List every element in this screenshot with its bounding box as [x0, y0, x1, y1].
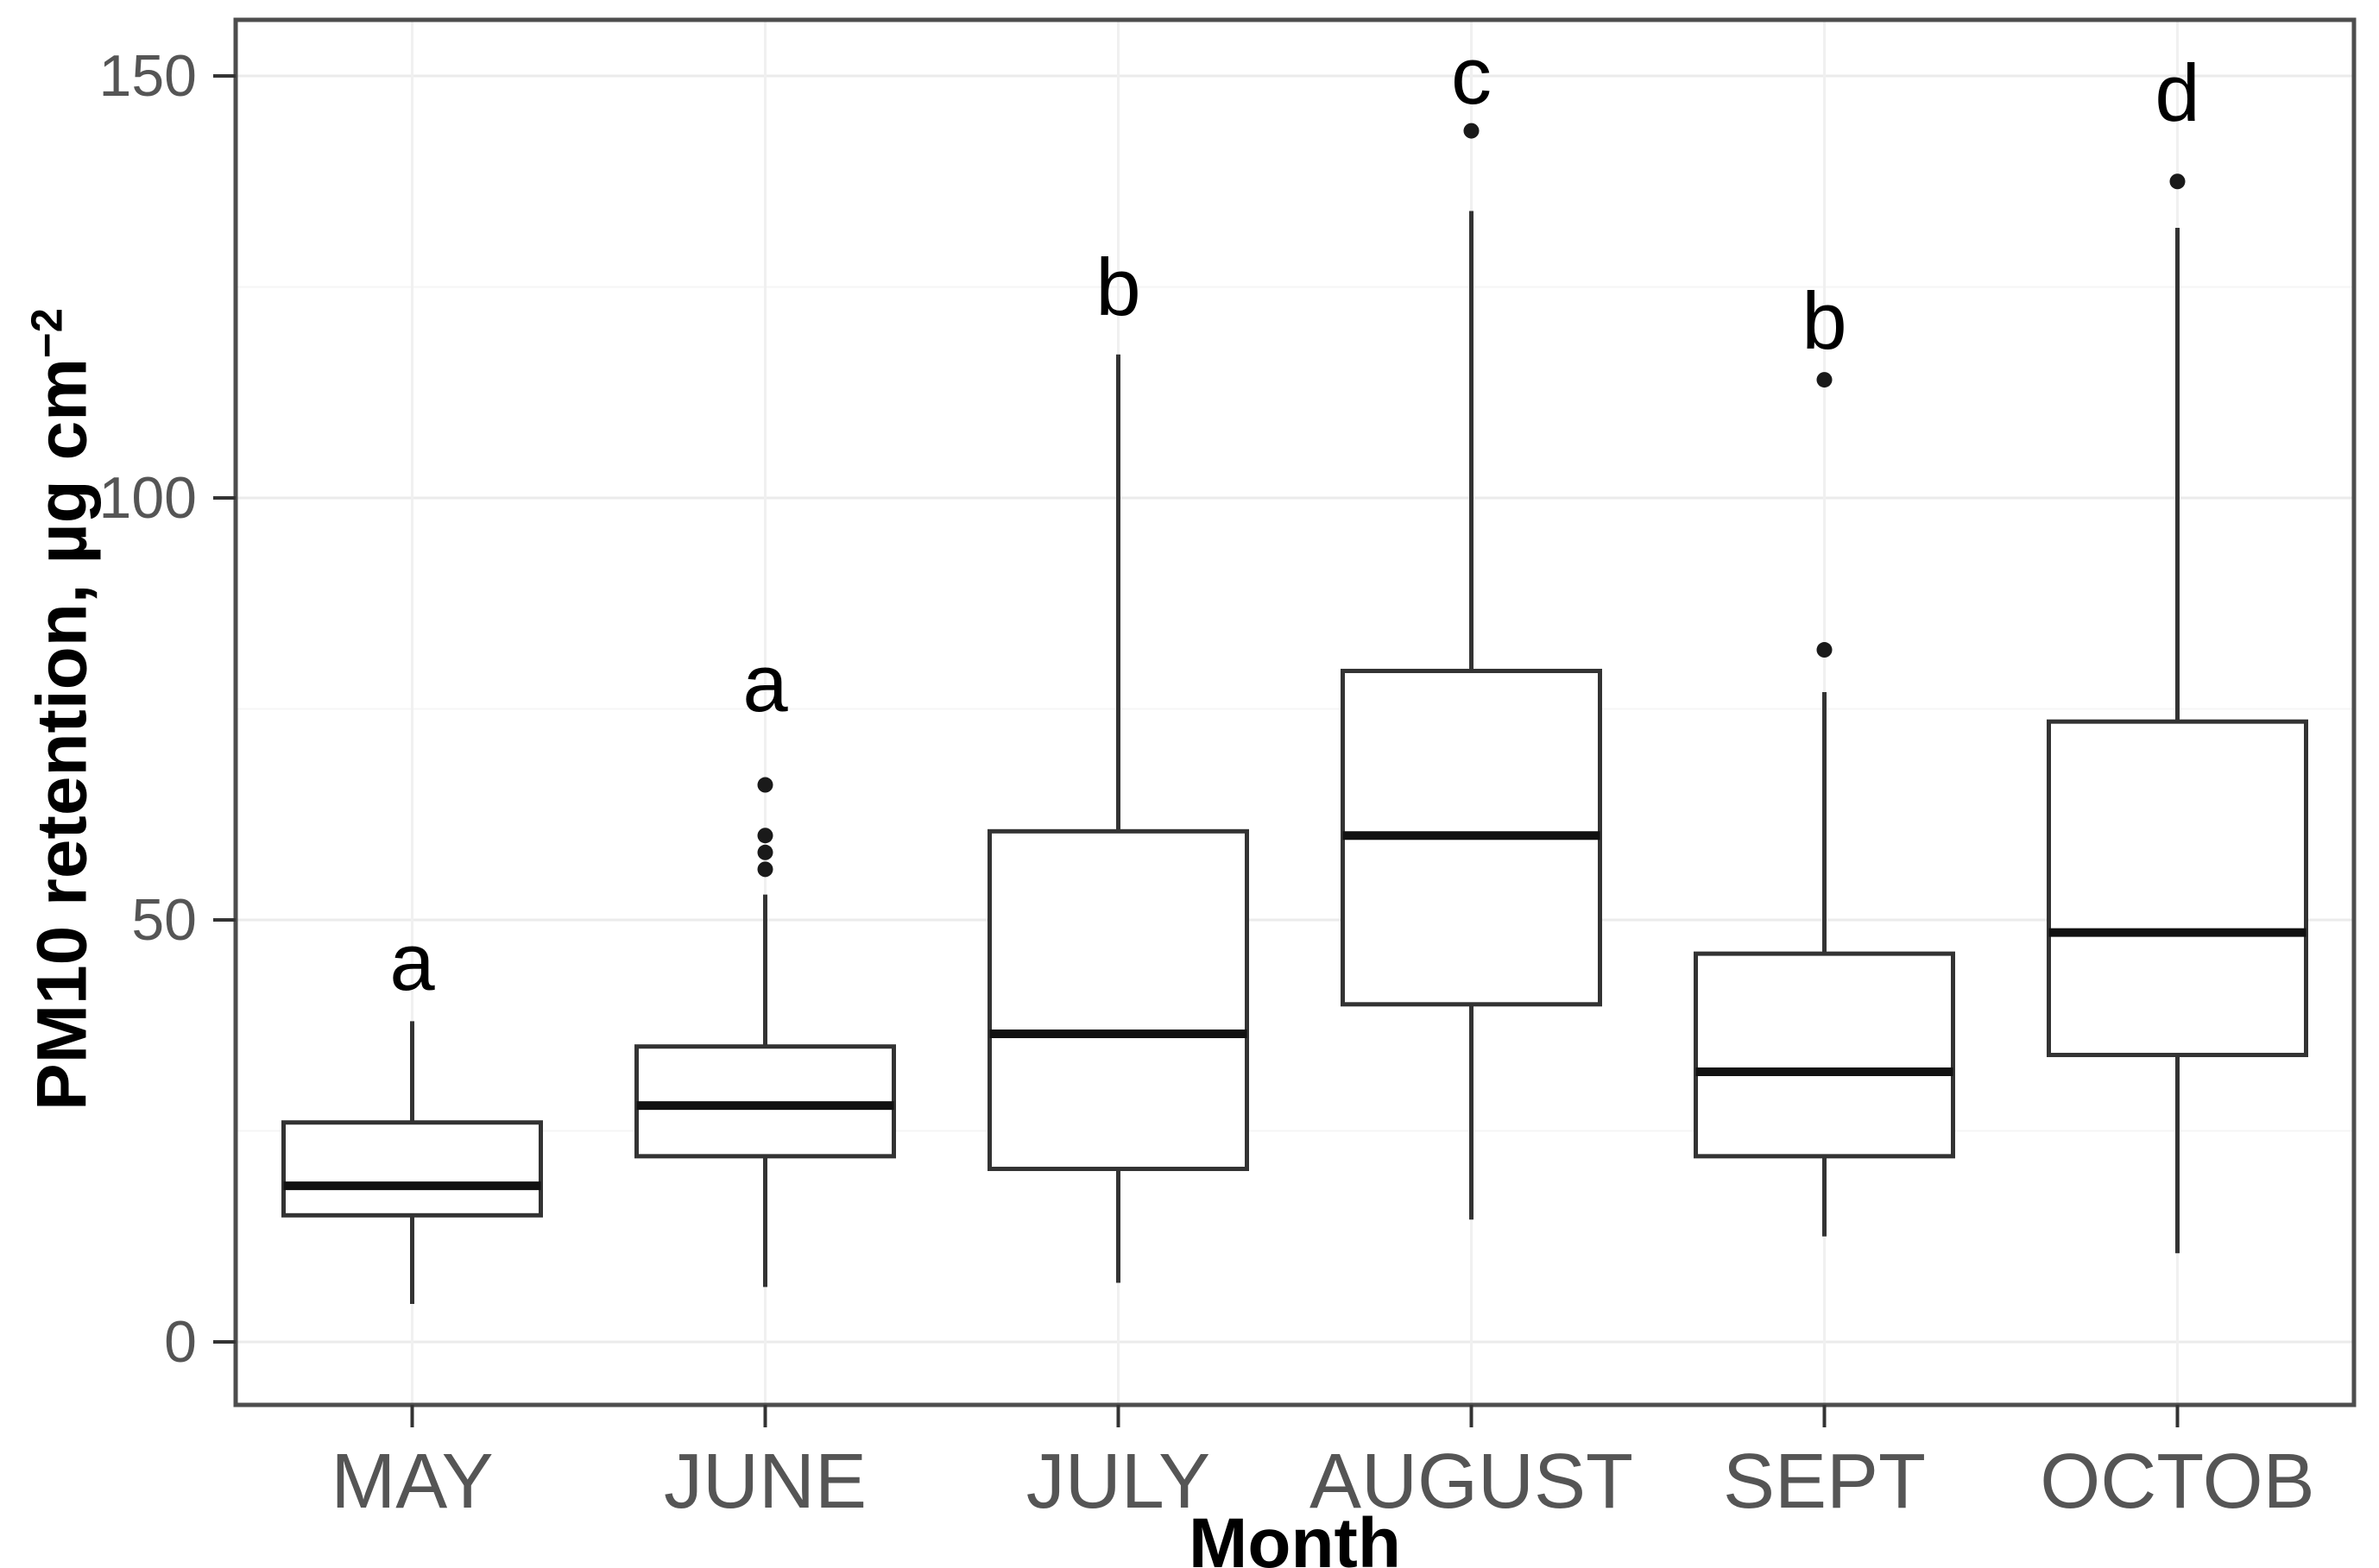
- y-tick-label: 100: [98, 465, 197, 531]
- box: [2047, 719, 2308, 1057]
- outlier-point: [1463, 123, 1480, 139]
- y-axis-title: PM10 retention, µg cm−2: [21, 308, 103, 1111]
- significance-letter: b: [1095, 241, 1141, 332]
- outlier-point: [757, 844, 773, 860]
- significance-letter: c: [1451, 30, 1492, 121]
- x-tick-label: JULY: [1025, 1439, 1211, 1525]
- box: [281, 1120, 543, 1218]
- box: [988, 828, 1249, 1172]
- outlier-point: [757, 777, 773, 793]
- significance-letter: a: [389, 916, 435, 1007]
- significance-letter: b: [1802, 274, 1847, 366]
- outlier-point: [2169, 173, 2186, 190]
- outlier-point: [1816, 372, 1833, 388]
- y-axis-title-superscript: −2: [22, 308, 72, 358]
- outlier-point: [757, 828, 773, 844]
- y-tick-label: 0: [164, 1309, 197, 1375]
- outlier-point: [757, 861, 773, 878]
- y-tick-label: 50: [131, 887, 197, 953]
- x-tick-label: MAY: [331, 1439, 494, 1525]
- y-tick-label: 150: [98, 43, 197, 109]
- significance-letter: a: [742, 638, 788, 729]
- box: [1694, 951, 1955, 1159]
- x-tick-label: JUNE: [663, 1439, 868, 1525]
- significance-letter: d: [2155, 47, 2200, 138]
- outlier-point: [1816, 642, 1833, 658]
- x-tick-label: OCTOB: [2040, 1439, 2315, 1525]
- panel-border: [233, 17, 2357, 1407]
- x-axis-title: Month: [1189, 1504, 1401, 1568]
- x-tick-label: AUGUST: [1309, 1439, 1634, 1525]
- x-tick-label: SEPT: [1722, 1439, 1927, 1525]
